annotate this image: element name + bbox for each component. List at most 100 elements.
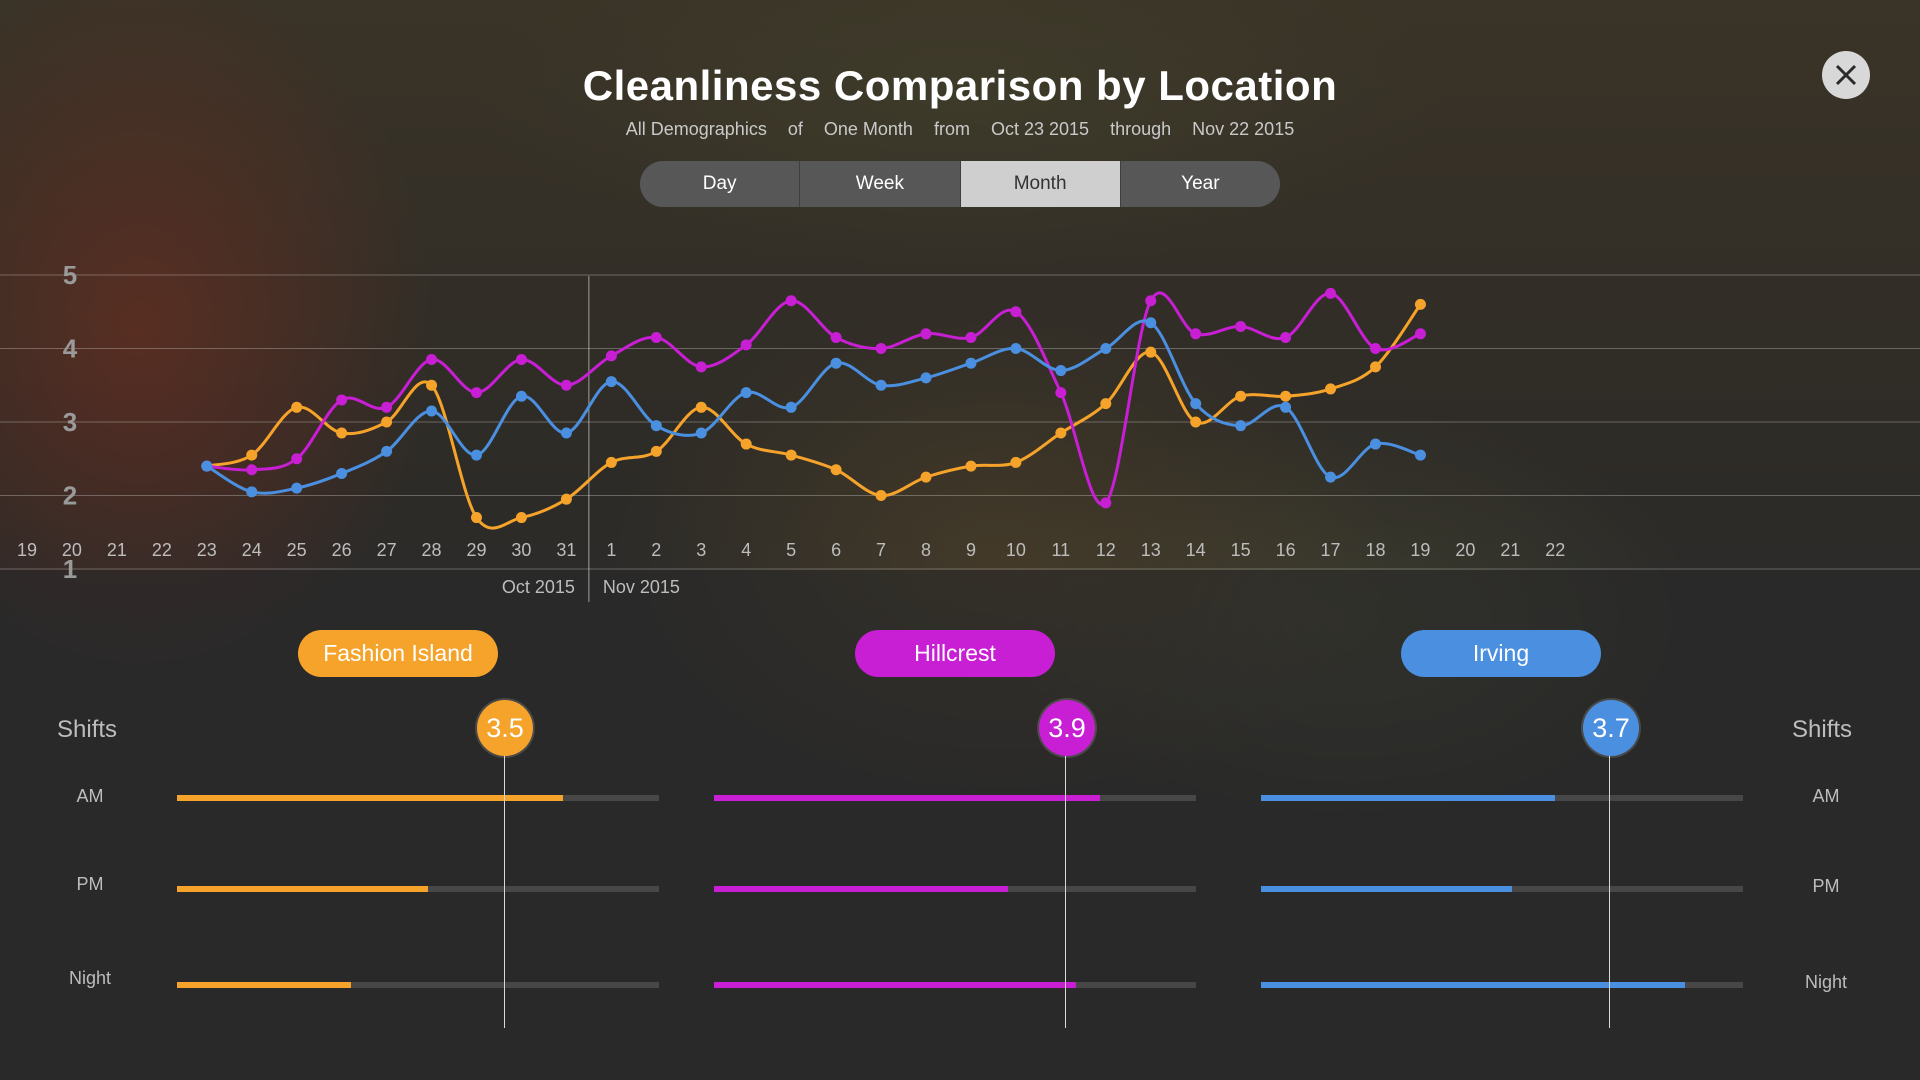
x-tick-label: 28 (422, 540, 442, 560)
x-tick-label: 24 (242, 540, 262, 560)
subtitle-demographics[interactable]: All Demographics (625, 119, 767, 139)
x-tick-label: 22 (1545, 540, 1565, 560)
series-fashion-island-point (1414, 298, 1426, 310)
tab-week[interactable]: Week (800, 161, 961, 207)
series-irving-point (1055, 365, 1067, 377)
x-tick-label: 23 (197, 540, 217, 560)
location-pill-hillcrest[interactable]: Hillcrest (855, 630, 1055, 677)
date-range-subtitle: All Demographics of One Month from Oct 2… (0, 119, 1920, 140)
series-hillcrest-point (291, 453, 303, 465)
series-fashion-island-point (1055, 427, 1067, 439)
score-badge-hillcrest[interactable]: 3.9 (1039, 700, 1095, 756)
subtitle-start-date[interactable]: Oct 23 2015 (990, 119, 1090, 139)
tab-day[interactable]: Day (640, 161, 801, 207)
series-irving-point (1235, 420, 1247, 432)
series-irving-point (1325, 471, 1337, 483)
series-hillcrest-line (206, 291, 1422, 507)
series-hillcrest-point (605, 350, 617, 362)
series-irving-point (471, 449, 482, 461)
x-tick-label: 10 (1006, 540, 1026, 560)
x-tick-label: 18 (1365, 540, 1385, 560)
series-irving-point (426, 405, 438, 417)
series-fashion-island-point (560, 493, 572, 505)
series-fashion-island-point (471, 512, 482, 524)
series-fashion-island-point (1370, 361, 1381, 373)
subtitle-duration[interactable]: One Month (823, 119, 913, 139)
y-tick-label: 5 (63, 260, 77, 290)
score-line-hillcrest (1065, 728, 1066, 1028)
series-hillcrest-point (1370, 343, 1381, 354)
series-fashion-island-point (740, 438, 752, 450)
series-hillcrest-point (560, 379, 572, 391)
x-tick-label: 12 (1096, 540, 1116, 560)
series-irving-point (291, 482, 303, 494)
shift-track (714, 795, 1196, 801)
series-irving-point (381, 445, 393, 457)
series-hillcrest-point (381, 401, 393, 413)
shift-bar-fashion-island-pm (177, 886, 428, 892)
series-hillcrest-point (1010, 306, 1022, 318)
series-fashion-island-point (650, 445, 662, 457)
shift-track (1261, 982, 1743, 988)
series-fashion-island-point (1145, 346, 1157, 358)
x-tick-label: 25 (287, 540, 307, 560)
series-hillcrest-point (965, 331, 977, 343)
x-tick-label: 16 (1276, 540, 1296, 560)
shift-bar-fashion-island-am (177, 795, 563, 801)
location-pill-fashion-island[interactable]: Fashion Island (298, 630, 498, 677)
x-tick-label: 19 (17, 540, 37, 560)
series-hillcrest-point (1325, 287, 1337, 299)
tab-month[interactable]: Month (960, 161, 1121, 207)
shift-track (714, 982, 1196, 988)
series-irving-point (830, 357, 842, 369)
series-hillcrest-point (426, 354, 438, 366)
x-tick-label: 30 (511, 540, 531, 560)
period-selector: Day Week Month Year (640, 161, 1280, 207)
x-tick-label: 2 (651, 540, 661, 560)
shift-label-am-right: AM (1812, 786, 1840, 806)
series-irving-point (785, 401, 797, 413)
shift-track (714, 886, 1196, 892)
x-tick-label: 21 (107, 540, 127, 560)
series-hillcrest-point (740, 339, 752, 351)
x-tick-label: 9 (966, 540, 976, 560)
x-tick-label: 31 (556, 540, 576, 560)
score-line-fashion-island (504, 728, 505, 1028)
x-tick-label: 19 (1410, 540, 1430, 560)
score-line-irving (1609, 728, 1610, 1028)
close-button[interactable] (1822, 51, 1870, 99)
series-fashion-island-point (1280, 390, 1292, 402)
series-irving-point (1370, 438, 1381, 450)
series-irving-point (560, 427, 572, 439)
score-badge-irving[interactable]: 3.7 (1583, 700, 1639, 756)
series-fashion-island-point (1325, 383, 1337, 395)
series-fashion-island-point (1235, 390, 1247, 402)
series-hillcrest-point (1100, 497, 1112, 509)
series-fashion-island-point (965, 460, 977, 472)
x-tick-label: 27 (377, 540, 397, 560)
score-badge-fashion-island[interactable]: 3.5 (477, 700, 533, 756)
shift-bar-hillcrest-night (714, 982, 1076, 988)
series-hillcrest-point (1055, 387, 1067, 399)
x-tick-label: 20 (62, 540, 82, 560)
series-fashion-island-point (291, 401, 303, 413)
shift-label-pm-left: PM (76, 874, 104, 894)
series-irving-point (605, 376, 617, 388)
month-label-nov: Nov 2015 (603, 577, 680, 597)
shift-track (1261, 795, 1743, 801)
series-irving-point (201, 460, 213, 472)
shift-bar-hillcrest-pm (714, 886, 1009, 892)
x-tick-label: 3 (696, 540, 706, 560)
series-irving-point (740, 387, 752, 399)
tab-year[interactable]: Year (1181, 173, 1220, 194)
subtitle-end-date[interactable]: Nov 22 2015 (1192, 119, 1295, 139)
shifts-heading-right: Shifts (1792, 716, 1853, 743)
series-fashion-island-point (426, 379, 438, 391)
shift-bar-fashion-island-night (177, 982, 351, 988)
x-tick-label: 13 (1141, 540, 1161, 560)
series-hillcrest-point (336, 394, 348, 406)
x-tick-label: 11 (1052, 540, 1071, 560)
location-pill-irving[interactable]: Irving (1401, 630, 1601, 677)
y-tick-label: 1 (63, 554, 77, 584)
series-fashion-island-point (246, 449, 258, 461)
